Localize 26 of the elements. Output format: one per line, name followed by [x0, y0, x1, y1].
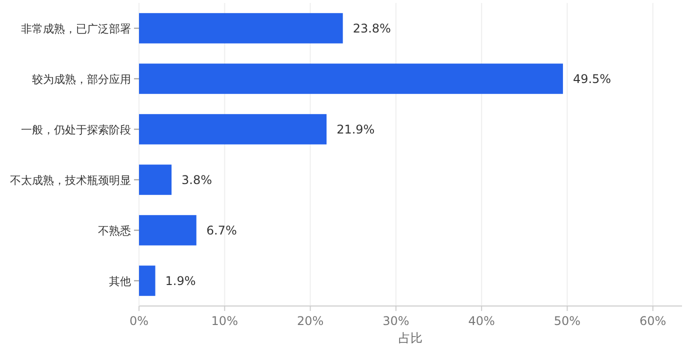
bar [139, 114, 327, 144]
x-tick-label: 50% [554, 314, 581, 328]
data-label: 1.9% [165, 274, 196, 288]
data-label: 6.7% [206, 223, 237, 238]
bar [139, 266, 156, 296]
bar [139, 13, 343, 44]
bar [139, 215, 196, 246]
x-tick-label: 40% [468, 314, 495, 328]
bar [139, 164, 172, 195]
data-label: 3.8% [182, 172, 212, 187]
y-tick-label: 其他 [109, 274, 131, 288]
y-tick-label: 较为成熟，部分应用 [32, 72, 131, 86]
x-axis-title: 占比 [398, 331, 422, 345]
data-label: 23.8% [352, 21, 391, 36]
y-tick-label: 不太成熟，技术瓶颈明显 [10, 174, 131, 187]
data-label: 21.9% [336, 122, 375, 136]
x-tick-label: 0% [129, 314, 149, 328]
bar [139, 64, 563, 94]
x-tick-label: 30% [382, 314, 410, 328]
x-tick-label: 60% [640, 314, 666, 328]
y-tick-label: 非常成熟，已广泛部署 [21, 22, 131, 36]
x-tick-label: 10% [211, 314, 238, 328]
y-tick-label: 一般，仍处于探索阶段 [21, 123, 131, 136]
x-tick-label: 20% [296, 314, 324, 328]
y-tick-label: 不熟悉 [98, 224, 131, 238]
data-label: 49.5% [572, 72, 612, 86]
